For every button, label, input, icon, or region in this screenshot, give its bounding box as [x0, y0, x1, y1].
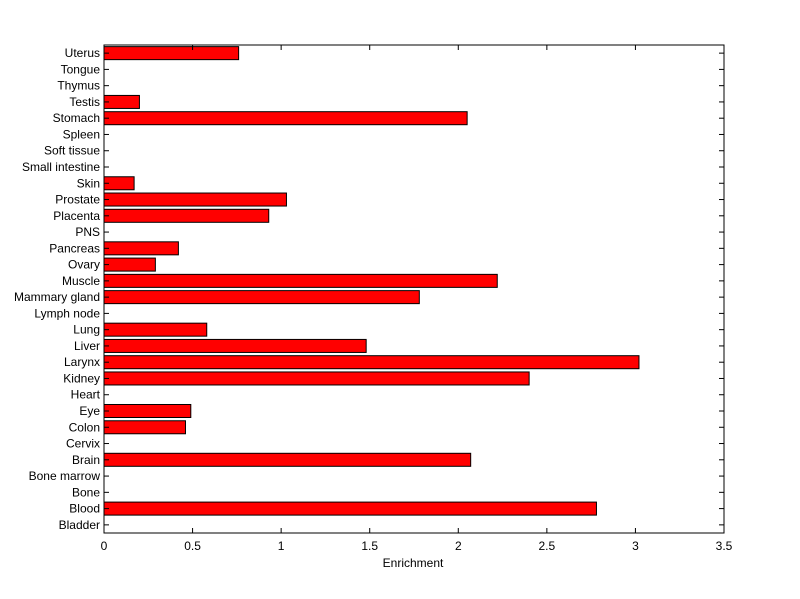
y-tick-label: Larynx [64, 355, 100, 369]
x-tick-label: 0.5 [184, 539, 201, 553]
bar-kidney [103, 371, 530, 386]
bar-pancreas [103, 241, 179, 256]
y-tick-label: Blood [69, 502, 100, 516]
bar-brain [103, 452, 472, 467]
y-tick-label: Mammary gland [14, 290, 100, 304]
y-tick-label: Uterus [65, 46, 100, 60]
bar-muscle [103, 273, 498, 288]
y-tick-label: Prostate [55, 193, 100, 207]
y-tick-label: Bone marrow [29, 469, 101, 483]
x-tick-label: 1.5 [361, 539, 378, 553]
y-tick-label: Placenta [53, 209, 100, 223]
plot-frame [103, 44, 725, 534]
bar-liver [103, 338, 367, 353]
x-tick-label: 2.5 [539, 539, 556, 553]
y-tick-label: Eye [79, 404, 100, 418]
y-tick-label: Testis [69, 95, 100, 109]
y-tick-label: Bone [72, 485, 100, 499]
x-axis: 0 0.5 1 1.5 2 2.5 3 3.5 [101, 45, 733, 553]
y-tick-label: Bladder [59, 518, 100, 532]
x-tick-label: 0 [101, 539, 108, 553]
y-tick-label: Stomach [53, 111, 100, 125]
y-axis: Uterus Tongue Thymus Testis Stomach Spleen Sof… [14, 46, 724, 532]
bar-ovary [103, 257, 156, 272]
x-tick-label: 3 [632, 539, 639, 553]
y-tick-label: Heart [71, 388, 101, 402]
y-tick-label: Small intestine [22, 160, 100, 174]
bar-prostate [103, 192, 287, 207]
x-axis-label: Enrichment [383, 556, 444, 570]
y-tick-label: Spleen [63, 127, 100, 141]
y-tick-label: Muscle [62, 274, 100, 288]
y-tick-label: Thymus [57, 79, 100, 93]
bar-testis [103, 94, 140, 109]
y-tick-label: Tongue [61, 62, 101, 76]
y-tick-label: Pancreas [49, 241, 100, 255]
y-tick-label: Ovary [68, 258, 100, 272]
bar-eye [103, 403, 192, 419]
bar-lung [103, 322, 208, 337]
x-tick-label: 2 [455, 539, 462, 553]
bar-blood [103, 501, 597, 516]
bar-stomach [103, 111, 468, 126]
bar-larynx [103, 355, 640, 370]
y-tick-label: PNS [75, 225, 100, 239]
y-tick-label: Liver [74, 339, 100, 353]
bar-mammary-gland [103, 290, 420, 305]
y-tick-label: Skin [77, 176, 100, 190]
y-tick-label: Cervix [66, 437, 100, 451]
y-tick-label: Lymph node [34, 306, 100, 320]
bar-uterus [103, 46, 240, 61]
plot-area [104, 45, 724, 533]
x-tick-label: 1 [278, 539, 285, 553]
y-tick-label: Soft tissue [44, 144, 100, 158]
bar-colon [103, 420, 186, 435]
y-tick-label: Kidney [63, 371, 100, 385]
y-tick-label: Lung [73, 323, 100, 337]
bar-placenta [103, 208, 270, 223]
y-tick-label: Brain [72, 453, 100, 467]
x-tick-label: 3.5 [716, 539, 733, 553]
y-tick-label: Colon [69, 420, 100, 434]
